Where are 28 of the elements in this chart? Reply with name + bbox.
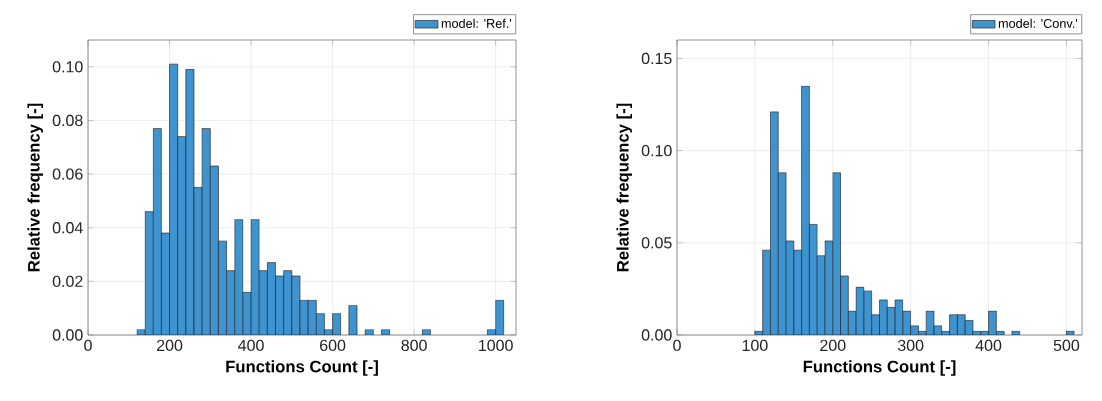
x-tick-label: 0 [673, 339, 681, 352]
y-tick-label: 0.00 [641, 329, 672, 341]
x-tick-label: 400 [975, 339, 1002, 352]
x-tick-label: 600 [320, 339, 346, 352]
x-axis-title: Functions Count [-] [226, 360, 378, 376]
x-tick-label: 1000 [479, 339, 513, 352]
y-tick-label: 0.10 [641, 144, 672, 157]
x-tick-label: 400 [238, 339, 264, 352]
y-tick-label: 0.00 [52, 329, 83, 341]
y-tick-label: 0.06 [52, 168, 83, 180]
x-tick-label: 100 [742, 339, 768, 352]
x-tick-label: 200 [820, 339, 846, 352]
y-tick-label: 0.08 [52, 114, 83, 127]
x-tick-label: 0 [84, 339, 92, 352]
y-tick-label: 0.02 [52, 275, 83, 288]
y-tick-label: 0.10 [52, 61, 83, 73]
y-tick-label: 0.15 [641, 52, 672, 65]
y-axis-title: Relative frequency [-] [616, 103, 632, 272]
x-tick-label: 500 [1053, 339, 1080, 352]
y-tick-label: 0.05 [641, 237, 672, 249]
x-tick-label: 200 [156, 339, 183, 352]
legend-label: model: 'Conv.' [998, 18, 1078, 28]
y-axis-title: Relative frequency [-] [27, 103, 43, 272]
x-tick-label: 800 [401, 339, 427, 352]
legend-label: model: 'Ref.' [441, 18, 512, 28]
x-axis-title: Functions Count [-] [803, 360, 956, 376]
y-tick-label: 0.04 [52, 222, 83, 234]
x-tick-label: 300 [897, 339, 924, 352]
